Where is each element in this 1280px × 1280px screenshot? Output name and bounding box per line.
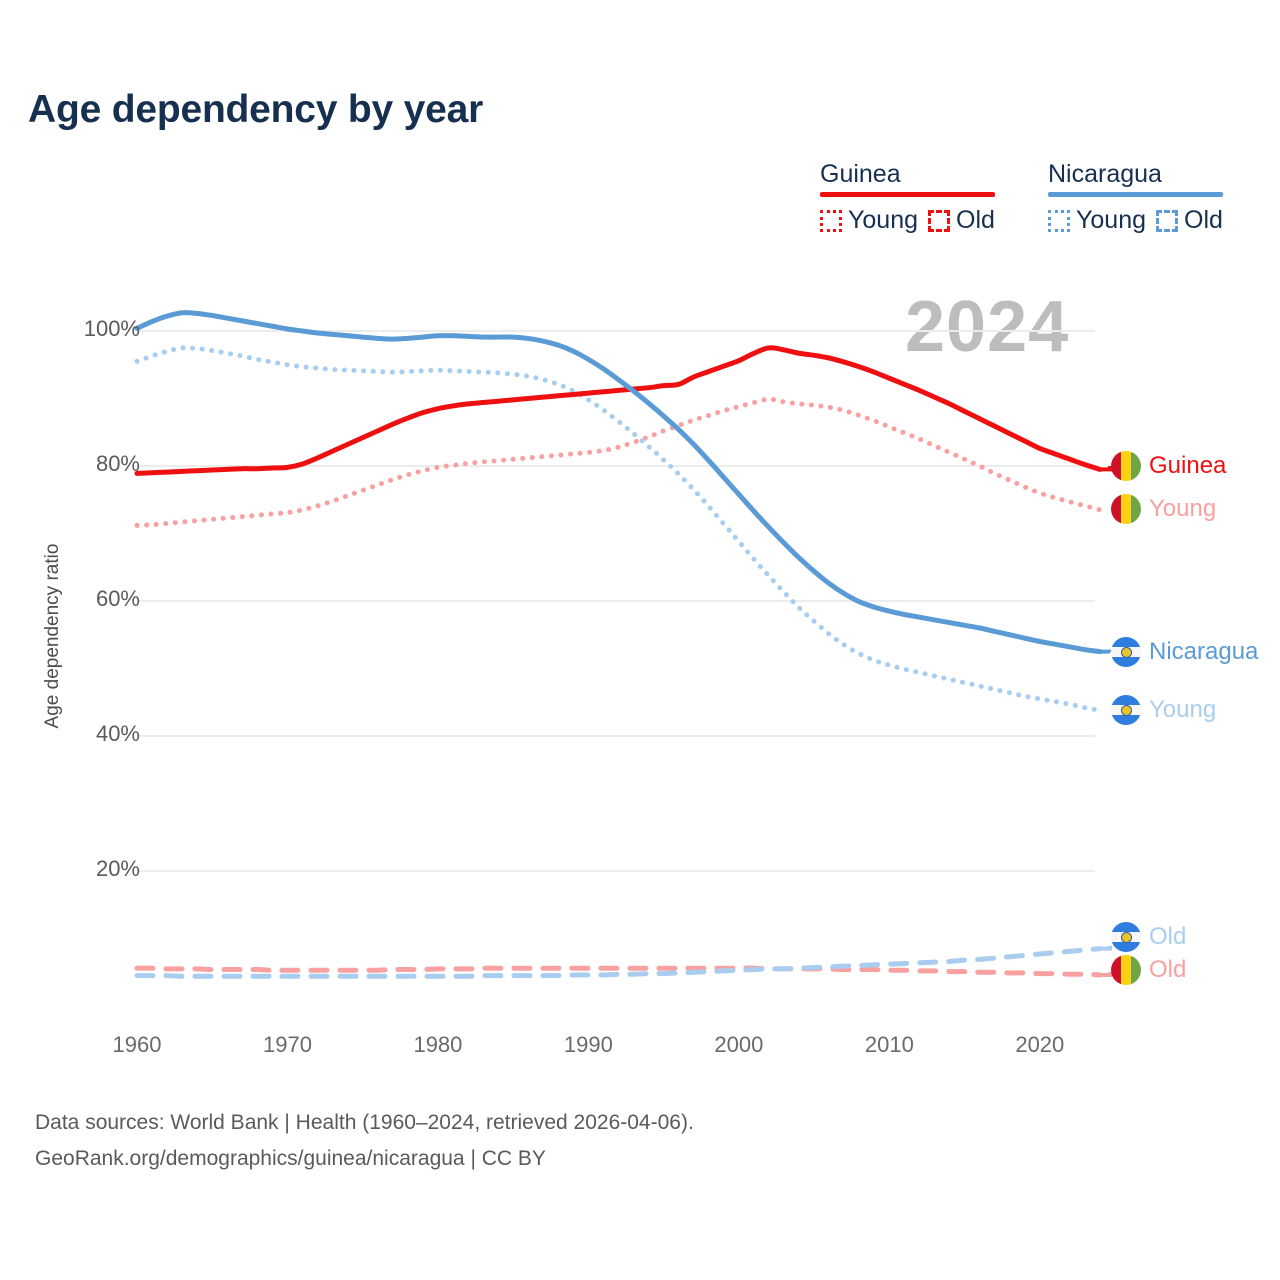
line-chart-svg bbox=[134, 310, 1112, 979]
guinea-flag-icon bbox=[1111, 955, 1141, 985]
series-end-label-text: Nicaragua bbox=[1149, 638, 1259, 665]
series-end-label-text: Guinea bbox=[1149, 452, 1227, 479]
x-axis-tick-label: 1990 bbox=[563, 1032, 613, 1057]
x-axis-tick-label: 2020 bbox=[1015, 1032, 1065, 1057]
series-line-guinea[interactable] bbox=[134, 345, 1103, 476]
series-end-label[interactable]: Old bbox=[1111, 955, 1186, 985]
series-line-guinea-young[interactable] bbox=[134, 396, 1103, 528]
series-line-nicaragua-old[interactable] bbox=[134, 946, 1103, 979]
legend-label-nicaragua-old: Old bbox=[1184, 206, 1223, 234]
series-end-label[interactable]: Old bbox=[1111, 922, 1186, 952]
x-axis-tick-label: 1980 bbox=[413, 1032, 463, 1057]
series-end-label-text: Young bbox=[1149, 696, 1217, 723]
legend-swatch-dotted-icon bbox=[1048, 209, 1070, 232]
legend-item-guinea-old[interactable]: Old bbox=[928, 206, 995, 235]
x-axis-tick-label: 1970 bbox=[262, 1032, 312, 1057]
leader-line bbox=[1100, 937, 1112, 951]
series-end-label[interactable]: Guinea bbox=[1111, 451, 1226, 481]
footer-attribution: Data sources: World Bank | Health (1960–… bbox=[35, 1105, 694, 1177]
nicaragua-flag-icon bbox=[1111, 922, 1141, 952]
leader-line bbox=[1100, 970, 1112, 977]
legend-item-guinea-young[interactable]: Young bbox=[820, 206, 918, 235]
legend-swatch-dotted-icon bbox=[820, 209, 842, 232]
series-end-label-text: Old bbox=[1149, 956, 1187, 983]
footer-line-sources: Data sources: World Bank | Health (1960–… bbox=[35, 1111, 694, 1134]
series-end-label-text: Old bbox=[1149, 923, 1187, 950]
nicaragua-flag-icon bbox=[1111, 695, 1141, 725]
legend-item-nicaragua-old[interactable]: Old bbox=[1156, 206, 1223, 235]
footer-line-url: GeoRank.org/demographics/guinea/nicaragu… bbox=[35, 1147, 546, 1170]
series-end-label-text: Young bbox=[1149, 495, 1217, 522]
legend-country-guinea: Guinea bbox=[820, 160, 901, 188]
x-axis-tick-label: 1960 bbox=[112, 1032, 162, 1057]
series-line-nicaragua-young[interactable] bbox=[134, 345, 1103, 713]
legend-item-nicaragua-young[interactable]: Young bbox=[1048, 206, 1146, 235]
nicaragua-flag-icon bbox=[1111, 637, 1141, 667]
series-line-guinea-old[interactable] bbox=[134, 965, 1103, 978]
series-end-label[interactable]: Young bbox=[1111, 695, 1216, 725]
watermark-year: 2024 bbox=[905, 287, 1070, 367]
chart-plot-area: 2024 Age dependency ratio 20% 40% 60% 80% 10… bbox=[42, 287, 1258, 1057]
y-axis-tick-label: 20% bbox=[95, 856, 140, 881]
y-axis-tick-label: 80% bbox=[95, 451, 140, 476]
legend-rule-guinea bbox=[820, 192, 995, 197]
guinea-flag-icon bbox=[1111, 451, 1141, 481]
x-axis-tick-label: 2010 bbox=[864, 1032, 914, 1057]
legend-label-guinea-old: Old bbox=[956, 206, 995, 234]
series-line-nicaragua[interactable] bbox=[134, 310, 1103, 655]
x-axis-tick-label: 2000 bbox=[714, 1032, 764, 1057]
series-end-label[interactable]: Young bbox=[1111, 494, 1216, 524]
chart-legend: Guinea Young Old Nicaragua Young bbox=[810, 160, 1270, 242]
legend-country-nicaragua: Nicaragua bbox=[1048, 160, 1162, 188]
legend-swatch-dashed-icon bbox=[1156, 209, 1178, 232]
legend-label-guinea-young: Young bbox=[848, 206, 918, 234]
y-axis-tick-label: 60% bbox=[95, 586, 140, 611]
legend-label-nicaragua-young: Young bbox=[1076, 206, 1146, 234]
series-end-label[interactable]: Nicaragua bbox=[1111, 637, 1258, 667]
page-title: Age dependency by year bbox=[28, 88, 484, 131]
guinea-flag-icon bbox=[1111, 494, 1141, 524]
legend-swatch-dashed-icon bbox=[928, 209, 950, 232]
leader-line bbox=[1100, 466, 1112, 472]
legend-group-guinea[interactable]: Guinea Young Old bbox=[820, 160, 995, 235]
legend-rule-nicaragua bbox=[1048, 192, 1223, 197]
y-axis-tick-label: 40% bbox=[95, 721, 140, 746]
legend-group-nicaragua[interactable]: Nicaragua Young Old bbox=[1048, 160, 1223, 235]
y-axis-tick-label: 100% bbox=[83, 316, 140, 341]
